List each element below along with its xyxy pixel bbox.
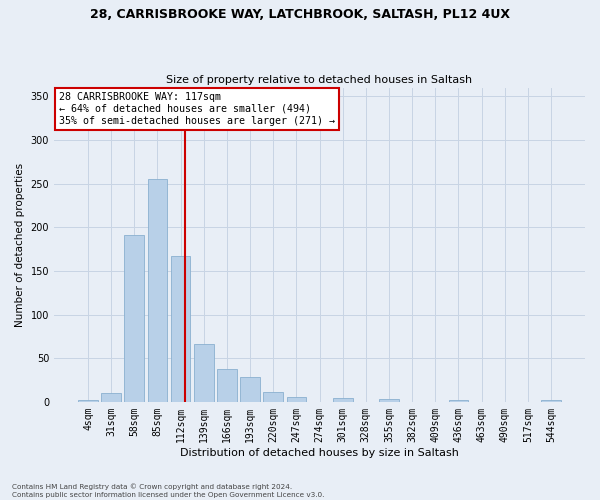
Bar [379,399,399,402]
Text: Contains HM Land Registry data © Crown copyright and database right 2024.
Contai: Contains HM Land Registry data © Crown c… [12,484,325,498]
Y-axis label: Number of detached properties: Number of detached properties [15,162,25,327]
Bar [217,368,237,402]
Bar [148,180,167,402]
Bar [194,344,214,402]
Bar [287,398,306,402]
Bar [333,398,353,402]
X-axis label: Distribution of detached houses by size in Saltash: Distribution of detached houses by size … [180,448,459,458]
Bar [240,376,260,402]
Bar [449,400,468,402]
Title: Size of property relative to detached houses in Saltash: Size of property relative to detached ho… [166,76,473,86]
Bar [171,256,190,402]
Text: 28 CARRISBROOKE WAY: 117sqm
← 64% of detached houses are smaller (494)
35% of se: 28 CARRISBROOKE WAY: 117sqm ← 64% of det… [59,92,335,126]
Bar [78,400,98,402]
Bar [101,393,121,402]
Bar [124,235,144,402]
Bar [541,400,561,402]
Text: 28, CARRISBROOKE WAY, LATCHBROOK, SALTASH, PL12 4UX: 28, CARRISBROOKE WAY, LATCHBROOK, SALTAS… [90,8,510,20]
Bar [263,392,283,402]
